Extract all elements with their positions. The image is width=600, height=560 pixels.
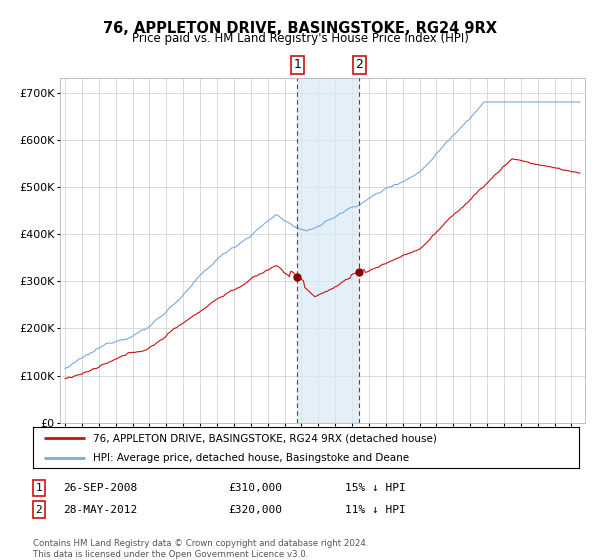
- Text: 2: 2: [355, 58, 363, 72]
- Bar: [297, 78, 359, 423]
- Text: Contains HM Land Registry data © Crown copyright and database right 2024.
This d: Contains HM Land Registry data © Crown c…: [33, 539, 368, 559]
- Text: £320,000: £320,000: [228, 505, 282, 515]
- Text: 11% ↓ HPI: 11% ↓ HPI: [345, 505, 406, 515]
- Text: HPI: Average price, detached house, Basingstoke and Deane: HPI: Average price, detached house, Basi…: [93, 452, 409, 463]
- Text: Price paid vs. HM Land Registry's House Price Index (HPI): Price paid vs. HM Land Registry's House …: [131, 32, 469, 45]
- Text: 28-MAY-2012: 28-MAY-2012: [63, 505, 137, 515]
- Text: 26-SEP-2008: 26-SEP-2008: [63, 483, 137, 493]
- Text: 2: 2: [35, 505, 43, 515]
- Text: 1: 1: [293, 58, 301, 72]
- Text: 1: 1: [35, 483, 43, 493]
- Text: 15% ↓ HPI: 15% ↓ HPI: [345, 483, 406, 493]
- Text: £310,000: £310,000: [228, 483, 282, 493]
- Text: 76, APPLETON DRIVE, BASINGSTOKE, RG24 9RX: 76, APPLETON DRIVE, BASINGSTOKE, RG24 9R…: [103, 21, 497, 36]
- Text: 76, APPLETON DRIVE, BASINGSTOKE, RG24 9RX (detached house): 76, APPLETON DRIVE, BASINGSTOKE, RG24 9R…: [93, 433, 437, 443]
